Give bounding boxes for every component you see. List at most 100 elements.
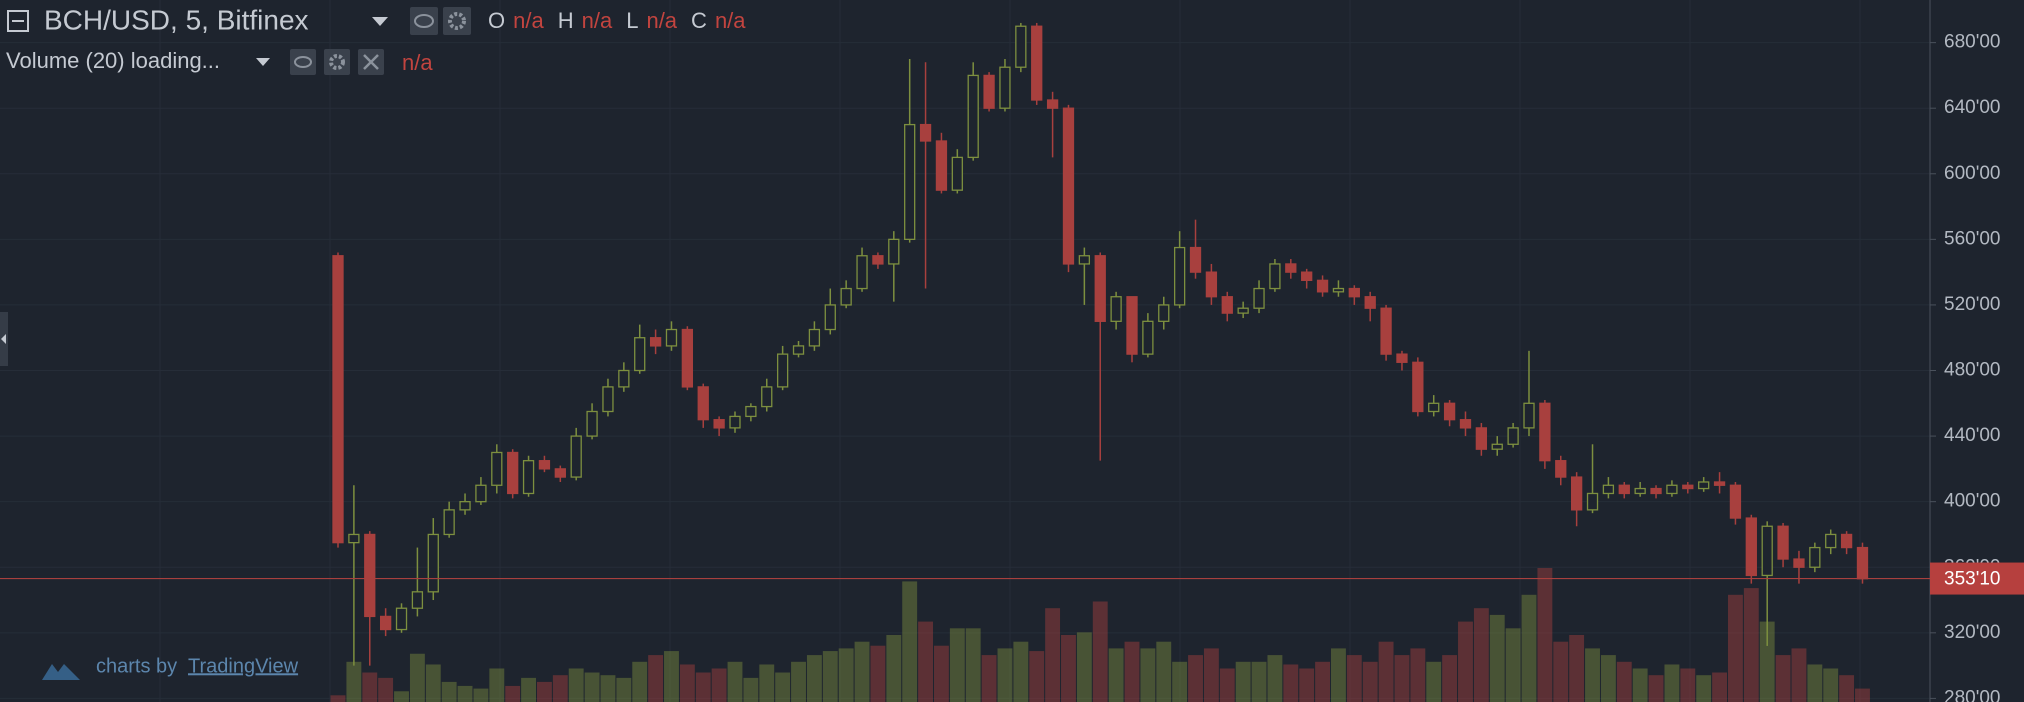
volume-bar <box>997 648 1013 702</box>
candle-body <box>1380 307 1392 355</box>
volume-bar <box>1283 664 1299 702</box>
y-tick-label: 280'00 <box>1944 687 2000 702</box>
candle-body <box>681 328 694 388</box>
candle-body <box>507 451 519 495</box>
candle-body <box>1507 427 1519 445</box>
candle-body <box>1094 255 1106 322</box>
volume-bar <box>1553 641 1569 702</box>
watermark-logo <box>42 664 80 680</box>
ohlc-key: L <box>626 8 638 33</box>
ohlc-value: n/a <box>582 8 613 33</box>
volume-bar <box>1315 661 1330 702</box>
candle-body <box>570 435 582 478</box>
volume-bar <box>1696 675 1712 702</box>
volume-bar <box>1712 672 1727 702</box>
volume-bar <box>1156 641 1172 702</box>
candle-body <box>1237 307 1249 314</box>
volume-bar <box>505 685 521 702</box>
volume-bar <box>632 661 648 702</box>
candle-body <box>1825 533 1837 549</box>
volume-bar <box>791 661 806 702</box>
volume <box>330 568 1870 702</box>
volume-bar <box>346 661 362 702</box>
volume-bar <box>441 681 457 702</box>
candle-body <box>1777 525 1789 560</box>
candle-body <box>1364 296 1376 309</box>
volume-bar <box>1410 648 1426 702</box>
volume-bar <box>600 675 616 702</box>
last-price: 353'10 <box>0 562 2024 595</box>
volume-bar <box>1759 621 1775 702</box>
candle-body <box>427 533 439 593</box>
candle-body <box>1539 402 1551 462</box>
close-icon <box>363 54 379 70</box>
volume-bar <box>775 672 791 702</box>
candle-body <box>1189 246 1202 273</box>
candle-body <box>1046 99 1059 109</box>
volume-bar <box>1791 648 1807 702</box>
candle-body <box>1142 320 1154 355</box>
volume-bar <box>822 651 838 702</box>
y-tick-label: 640'00 <box>1944 97 2000 118</box>
volume-bar <box>1442 655 1458 702</box>
volume-bar <box>1743 588 1759 702</box>
candle-body <box>1602 484 1615 495</box>
candle-body <box>1285 263 1297 273</box>
ohlc-value: n/a <box>646 8 677 33</box>
volume-bar <box>1505 628 1521 702</box>
settings-button[interactable] <box>443 7 471 35</box>
volume-bar <box>902 581 918 702</box>
candle-body <box>411 591 424 609</box>
candle-body <box>1348 287 1360 298</box>
candle-body <box>888 238 900 265</box>
candle-body <box>348 533 360 544</box>
candle-body <box>840 287 852 306</box>
candle-body <box>1475 427 1488 450</box>
volume-bar <box>425 664 441 702</box>
volume-bar <box>362 672 378 702</box>
candle-body <box>1634 487 1646 495</box>
candle-body <box>1729 484 1742 519</box>
symbol-dropdown[interactable] <box>372 17 388 26</box>
volume-bar <box>870 645 886 702</box>
indicator-value: n/a <box>402 50 433 75</box>
candle-body <box>618 369 630 388</box>
candle-body <box>1015 25 1027 68</box>
indicator-dropdown[interactable] <box>256 58 270 66</box>
candles <box>332 22 1869 666</box>
volume-bar <box>806 655 822 702</box>
collapse-icon[interactable] <box>7 10 29 32</box>
ohlc-value: n/a <box>513 8 544 33</box>
candle-body <box>1443 402 1456 421</box>
watermark-brand[interactable]: TradingView <box>188 655 299 677</box>
y-tick-label: 680'00 <box>1944 32 2000 53</box>
y-tick-label: 400'00 <box>1944 491 2000 512</box>
candle-body <box>1856 546 1869 580</box>
ohlc-value: n/a <box>715 8 746 33</box>
candle-body <box>1396 353 1408 363</box>
volume-bar <box>552 675 568 702</box>
volume-bar <box>854 641 870 702</box>
volume-bar <box>1251 661 1267 702</box>
volume-bar <box>568 668 584 702</box>
volume-bar <box>664 651 679 702</box>
volume-bar <box>1092 601 1108 702</box>
y-tick-label: 560'00 <box>1944 228 2000 249</box>
candle-body <box>792 345 805 355</box>
y-tick-label: 600'00 <box>1944 163 2000 184</box>
candle-body <box>586 410 598 437</box>
volume-bar <box>1839 675 1855 702</box>
candle-body <box>1761 525 1773 577</box>
volume-bar <box>394 691 409 702</box>
volume-bar <box>743 677 759 702</box>
volume-bar <box>1616 661 1632 702</box>
volume-bar <box>1648 675 1664 702</box>
indicator-settings-button[interactable] <box>324 49 350 75</box>
volume-bar <box>1378 641 1394 702</box>
volume-bar <box>1775 655 1791 702</box>
eye-button[interactable] <box>410 7 438 35</box>
candle-body <box>935 140 948 191</box>
indicator-eye-button[interactable] <box>290 49 316 75</box>
candle-body <box>856 255 868 290</box>
candle-body <box>1666 484 1678 495</box>
